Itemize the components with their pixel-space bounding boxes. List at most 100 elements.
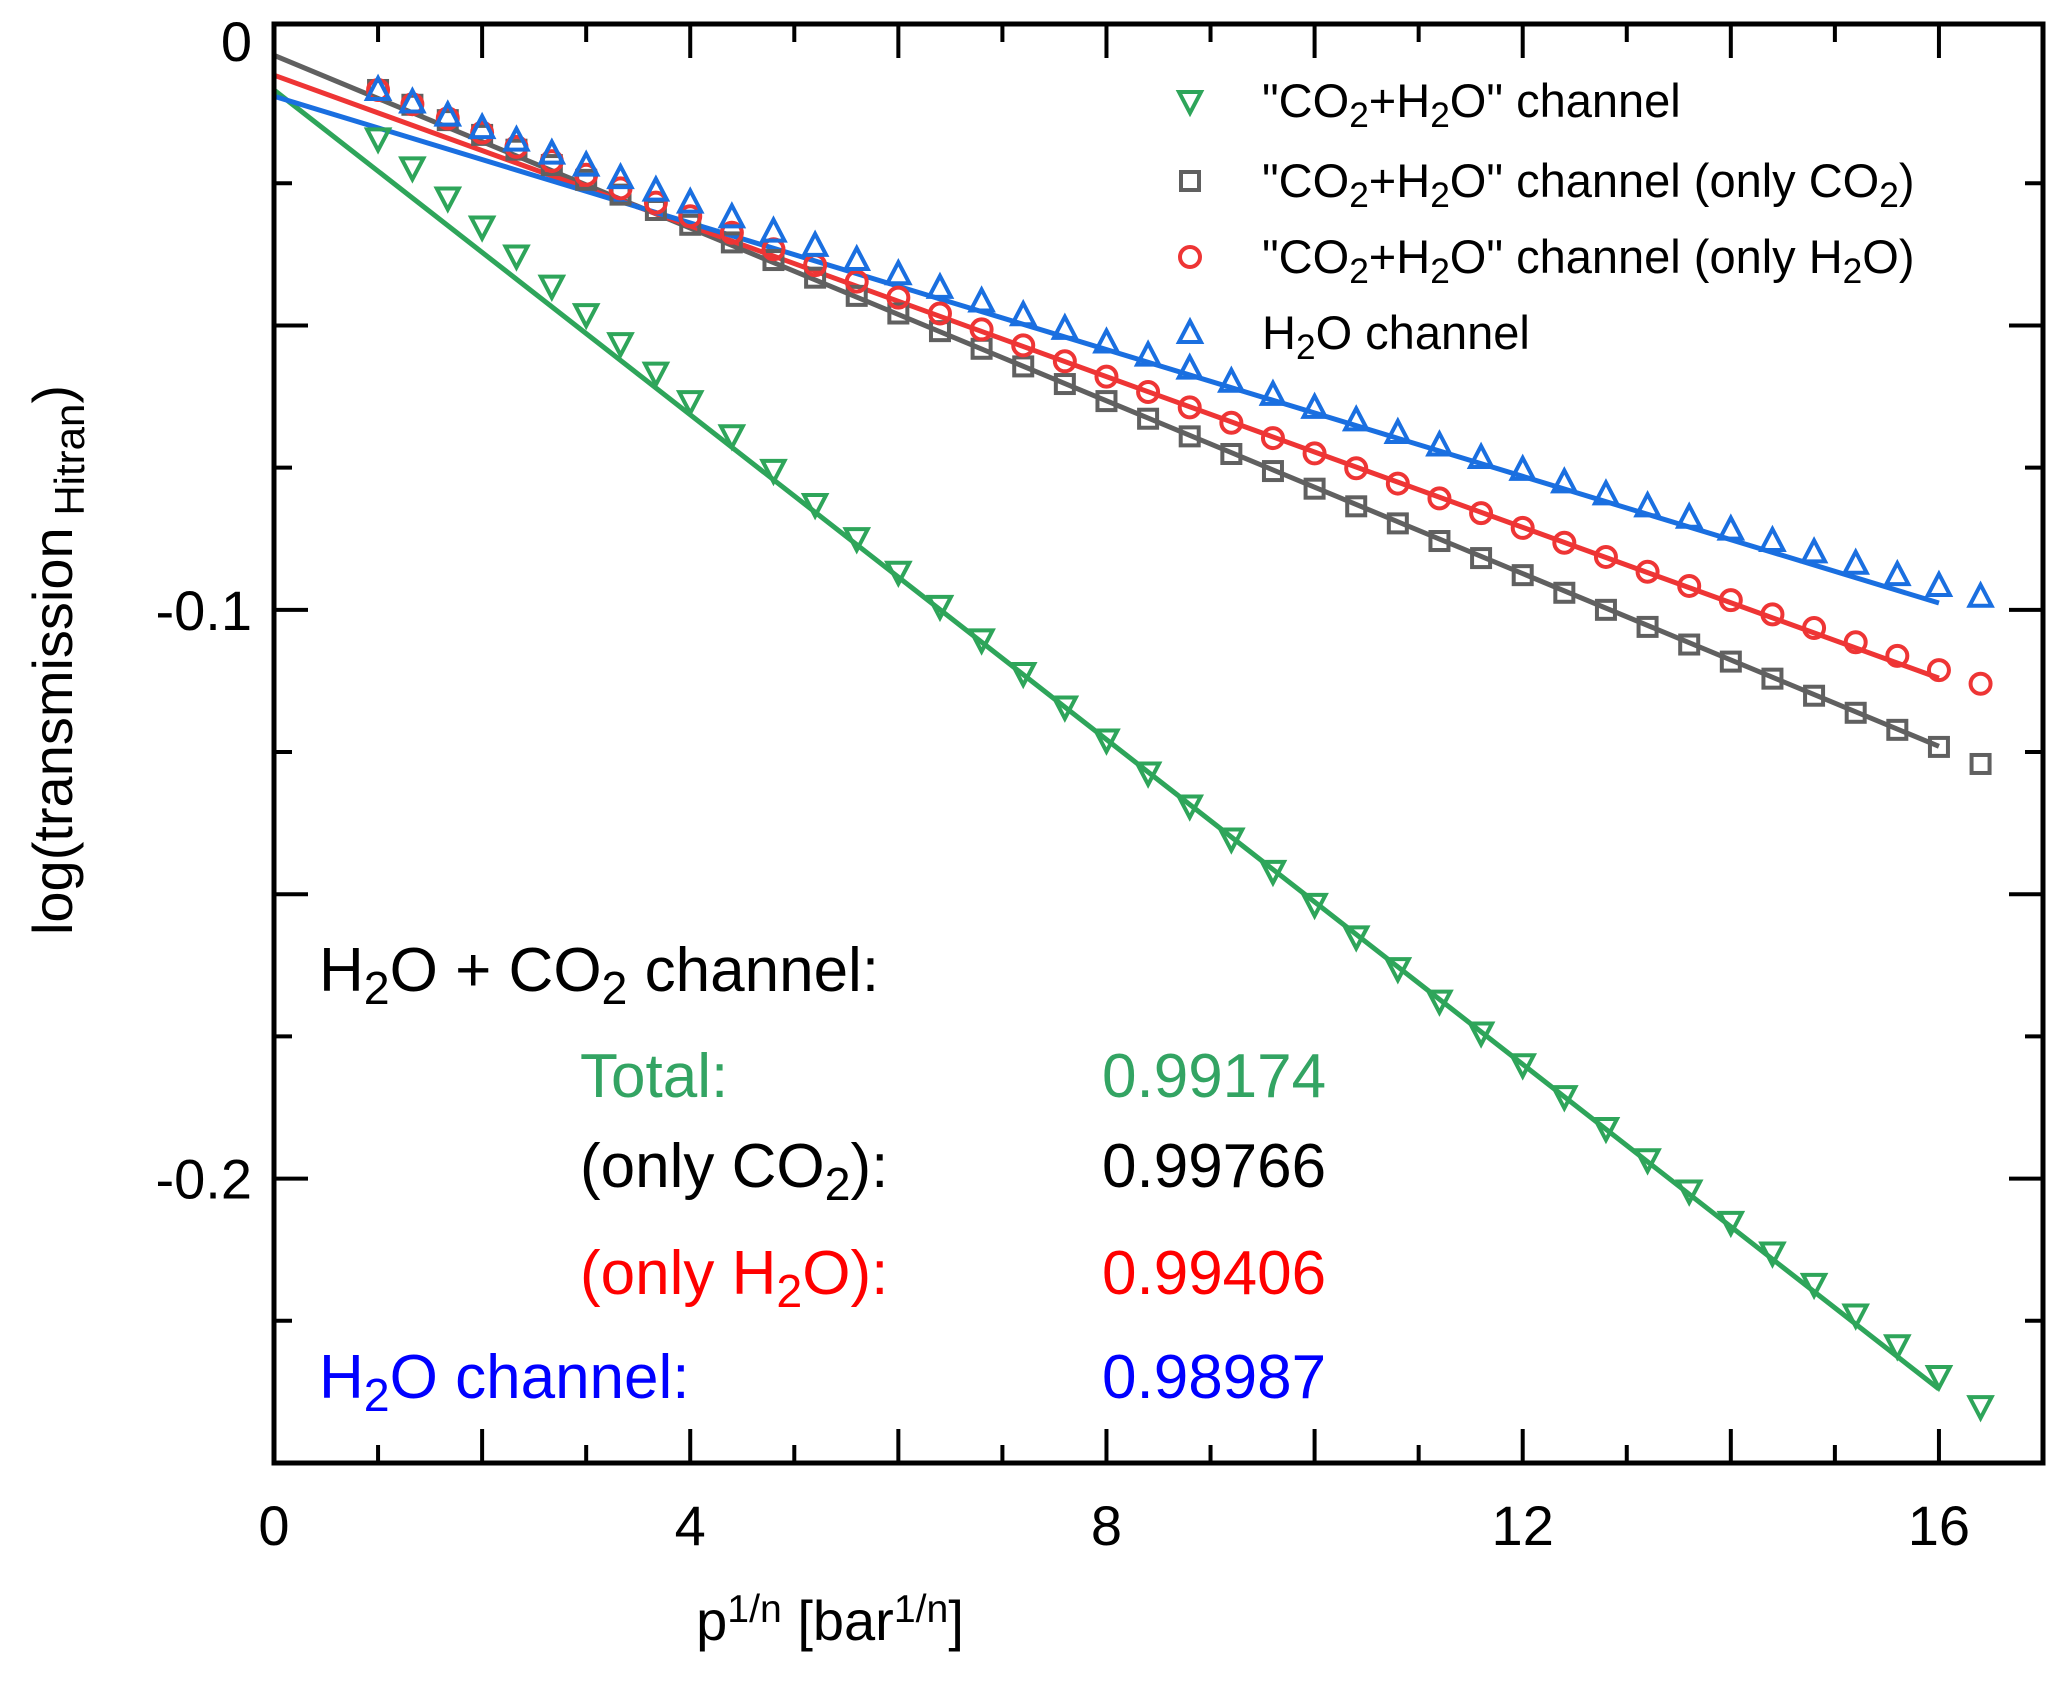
data-point — [1761, 667, 1784, 690]
legend-label-part: 2 — [1843, 252, 1863, 291]
legend-label-part: +H — [1369, 154, 1430, 207]
legend-marker — [1178, 245, 1202, 269]
legend-label-part: O" channel (only H — [1450, 230, 1843, 283]
data-point — [1593, 544, 1618, 569]
legend-label-part: 2 — [1430, 176, 1450, 215]
y-tick-label: 0 — [221, 10, 252, 73]
data-point — [606, 332, 635, 360]
y-tick-label: -0.2 — [156, 1148, 253, 1211]
data-point — [641, 174, 671, 202]
data-point — [1177, 395, 1202, 420]
x-axis-title-part: [bar — [782, 1589, 894, 1652]
data-point — [679, 213, 702, 236]
legend: "CO2+H2O" channel"CO2+H2O" channel (only… — [1175, 74, 1915, 367]
data-point — [1137, 407, 1160, 430]
data-point — [1841, 1303, 1870, 1331]
data-point — [467, 215, 497, 243]
data-point — [1841, 547, 1870, 575]
legend-label: "CO2+H2O" channel (only CO2) — [1262, 154, 1915, 215]
data-point — [1677, 573, 1702, 598]
data-point — [1425, 989, 1454, 1017]
data-point — [717, 424, 747, 452]
legend-label-part: 2 — [1430, 96, 1450, 135]
data-point — [1552, 530, 1577, 555]
data-point — [884, 560, 913, 589]
data-point — [1008, 298, 1038, 327]
annotation-heading-part: 2 — [364, 962, 390, 1014]
data-point — [1636, 615, 1659, 638]
data-point — [675, 186, 705, 214]
data-point — [537, 137, 567, 165]
data-point — [1344, 456, 1369, 481]
data-point — [1383, 957, 1413, 985]
data-point — [1261, 460, 1284, 483]
data-point — [1511, 564, 1534, 587]
data-point — [1469, 501, 1494, 526]
data-point — [433, 186, 463, 214]
annotation-label-part: ): — [850, 1132, 888, 1201]
legend-label-part: O" channel — [1450, 74, 1681, 127]
data-point — [845, 284, 868, 307]
data-point — [720, 231, 743, 254]
legend-item: "CO2+H2O" channel — [1175, 74, 1681, 135]
data-point — [1843, 630, 1868, 655]
data-point — [887, 302, 910, 325]
data-point — [571, 149, 601, 177]
series-0 — [363, 127, 1995, 1423]
axes: 0 4 8 12 160-0.1-0.2p1/n [bar1/n]log(transmi… — [21, 10, 2046, 1652]
data-point — [967, 285, 996, 313]
series-3 — [363, 73, 1995, 608]
y-axis-title: log(transmission Hitran) — [21, 385, 93, 935]
data-point — [967, 628, 996, 656]
data-point — [1799, 536, 1829, 564]
legend-marker — [1179, 170, 1201, 192]
legend-label-part: 2 — [1349, 252, 1369, 291]
data-point — [1510, 515, 1535, 540]
data-point — [398, 86, 427, 114]
data-point — [1094, 364, 1119, 389]
annotation-value: 0.99406 — [1102, 1239, 1326, 1308]
legend-label-part: "CO — [1262, 154, 1349, 207]
data-point — [1924, 1364, 1954, 1393]
y-axis-title-part: ) — [21, 385, 84, 404]
x-axis-title-part: 1/n — [727, 1588, 781, 1631]
data-point — [1466, 441, 1496, 469]
data-point — [1425, 429, 1454, 457]
data-point — [1927, 735, 1950, 758]
annotation-label-part: (only CO — [580, 1132, 825, 1201]
data-point — [1885, 643, 1910, 668]
data-point — [1341, 404, 1371, 432]
annotation-label-part: H — [319, 1343, 364, 1412]
x-tick-label: 8 — [1091, 1494, 1122, 1557]
x-axis-title-part: 1/n — [894, 1588, 948, 1631]
x-tick-label: 4 — [675, 1494, 706, 1557]
data-point — [1633, 490, 1662, 518]
annotation-label: (only H2O): — [580, 1239, 888, 1317]
data-point — [1508, 453, 1538, 481]
data-point — [363, 127, 393, 155]
data-point — [1799, 1272, 1829, 1301]
data-point — [1300, 391, 1329, 419]
data-point — [842, 527, 872, 555]
data-point — [537, 274, 567, 302]
annotation-value: 0.98987 — [1102, 1343, 1326, 1412]
data-point — [969, 317, 994, 342]
data-point — [1718, 588, 1743, 613]
data-point — [1969, 752, 1992, 775]
data-point — [759, 215, 788, 243]
data-point — [1302, 441, 1327, 466]
annotation-label-part: 2 — [776, 1265, 802, 1317]
data-point — [1553, 581, 1576, 604]
annotation-label-part: O): — [802, 1239, 888, 1308]
data-point — [886, 285, 911, 310]
annotation-label-part: O channel: — [390, 1343, 690, 1412]
data-point — [1383, 416, 1413, 444]
data-point — [1012, 355, 1035, 378]
data-point — [678, 204, 703, 229]
annotation-heading-part: 2 — [602, 962, 628, 1014]
data-point — [433, 99, 463, 127]
legend-marker — [1175, 316, 1205, 344]
legend-item: "CO2+H2O" channel (only H2O) — [1178, 230, 1915, 291]
data-point — [1428, 530, 1451, 553]
data-point — [1219, 410, 1244, 435]
